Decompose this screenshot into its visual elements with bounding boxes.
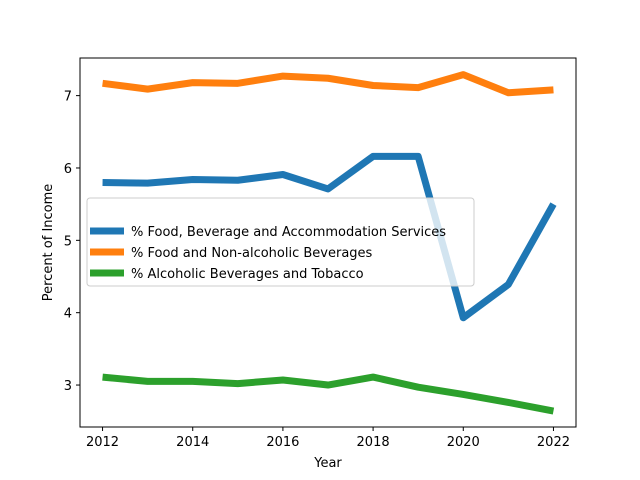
x-tick-label: 2012 [86,435,119,450]
y-tick-label: 6 [64,162,72,177]
legend: % Food, Beverage and Accommodation Servi… [86,197,475,287]
plot-frame [79,57,577,428]
ticks-layer: 2012 2014 2016 2018 2020 2022 3 4 5 6 7 [64,90,570,450]
y-tick-label: 5 [64,234,72,249]
x-axis-label: Year [313,456,342,471]
series-line-3 [102,373,555,415]
legend-box [86,197,475,287]
series-line-1 [102,152,557,322]
y-tick-label: 3 [64,379,72,394]
x-tick-label: 2018 [357,435,390,450]
series-line-2 [102,71,554,97]
y-tick-label: 4 [64,307,72,322]
x-tick-label: 2016 [266,435,299,450]
legend-label-3: % Alcoholic Beverages and Tobacco [131,267,364,282]
y-tick-label: 7 [64,90,72,105]
lines-layer [102,71,557,415]
x-tick-label: 2014 [176,435,209,450]
y-axis-label: Percent of Income [41,184,56,302]
x-tick-label: 2020 [447,435,480,450]
legend-label-1: % Food, Beverage and Accommodation Servi… [131,225,446,240]
legend-label-2: % Food and Non-alcoholic Beverages [131,246,373,261]
x-tick-label: 2022 [537,435,570,450]
